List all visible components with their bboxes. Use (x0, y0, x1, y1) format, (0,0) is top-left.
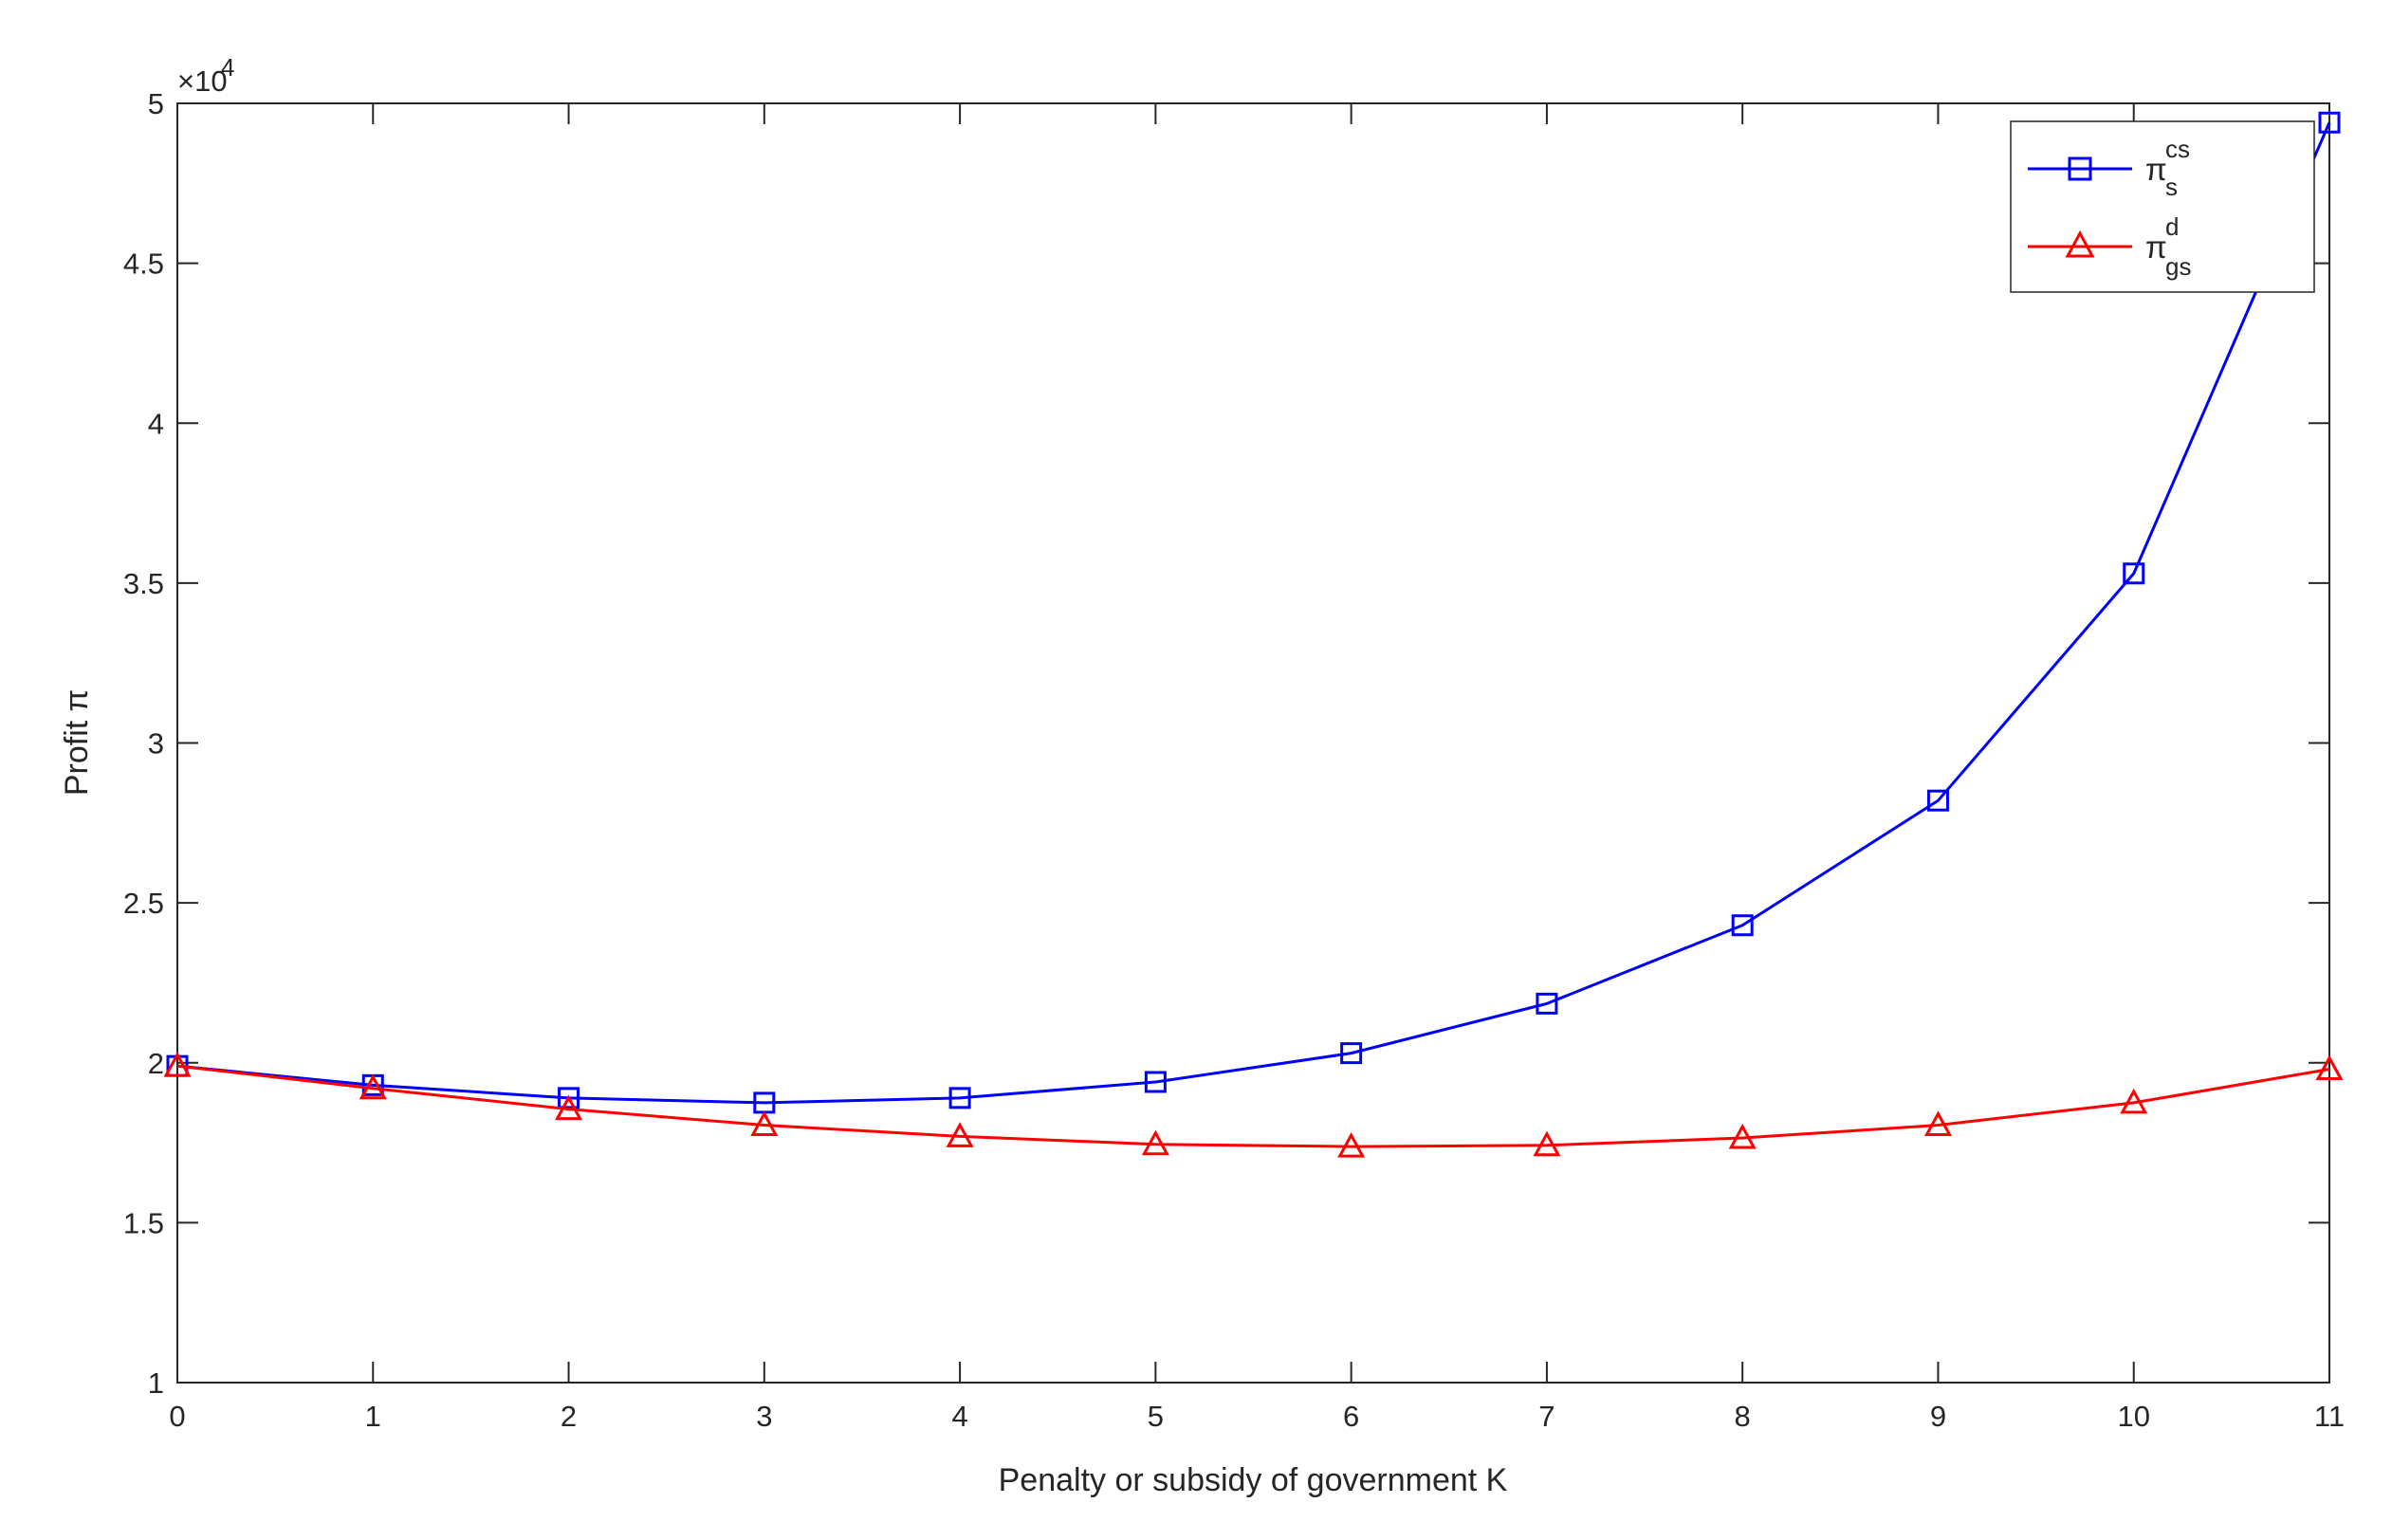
y-tick-labels: 1 1.5 2 2.5 3 3.5 4 4.5 5 (123, 87, 164, 1400)
y-tick-label: 4.5 (123, 248, 164, 281)
series-2 (163, 1051, 2344, 1158)
legend-sub-2: gs (2165, 252, 2191, 281)
y-tick-label: 1 (148, 1366, 164, 1400)
x-tick-label: 9 (1930, 1400, 1946, 1433)
x-tick-label: 11 (2314, 1400, 2345, 1433)
triangle-point (946, 1122, 974, 1147)
legend-label-2: π (2145, 229, 2167, 265)
triangle-point (1728, 1123, 1757, 1149)
triangle-point (1923, 1110, 1952, 1137)
triangle-point (1533, 1130, 1561, 1157)
triangle-point (2315, 1054, 2344, 1080)
triangle-point (2120, 1088, 2148, 1114)
x-tick-label: 2 (561, 1400, 577, 1433)
square-point (2318, 111, 2341, 134)
legend-sup-1: cs (2165, 135, 2190, 163)
square-point (948, 1087, 971, 1109)
x-tick-labels: 0 1 2 3 4 5 6 7 8 9 10 11 (169, 1400, 2345, 1433)
triangle-point (1337, 1131, 1366, 1158)
x-tick-label: 0 (169, 1400, 185, 1433)
x-tick-label: 5 (1148, 1400, 1164, 1433)
y-tick-label: 4 (148, 407, 164, 440)
legend-entry-pi-s-cs: π cs s (2028, 135, 2190, 201)
x-tick-label: 10 (2117, 1400, 2149, 1433)
y-tick-label: 3 (148, 727, 164, 761)
y-tick-label: 3.5 (123, 567, 164, 600)
x-tick-label: 7 (1538, 1400, 1555, 1433)
y-tick-label: 2 (148, 1047, 164, 1080)
square-point (1536, 992, 1558, 1015)
legend-label-1: π (2145, 152, 2167, 187)
square-point (558, 1087, 580, 1109)
axis-ticks (176, 102, 2330, 1384)
legend-triangle-marker (2065, 229, 2095, 258)
y-tick-label: 2.5 (123, 887, 164, 920)
legend: π cs s π d gs (2010, 120, 2315, 293)
y-tick-label: 5 (148, 87, 164, 120)
square-point (2123, 562, 2145, 585)
square-point (1926, 789, 1949, 812)
square-point (1731, 914, 1754, 937)
series-line (176, 121, 2331, 1105)
y-axis-label: Profit π (59, 689, 95, 796)
plot-area (176, 102, 2330, 1384)
x-tick-label: 4 (951, 1400, 967, 1433)
series-1 (166, 111, 2341, 1114)
legend-sup-2: d (2165, 212, 2179, 241)
triangle-point (359, 1073, 387, 1100)
legend-entry-pi-gs-d: π d gs (2028, 212, 2191, 281)
x-tick-label: 8 (1735, 1400, 1751, 1433)
x-tick-label: 1 (365, 1400, 381, 1433)
y-tick-label: 1.5 (123, 1206, 164, 1239)
legend-square-marker (2068, 156, 2092, 181)
x-tick-label: 6 (1343, 1400, 1359, 1433)
svg-text:4: 4 (221, 53, 234, 82)
triangle-point (555, 1094, 583, 1121)
triangle-point (163, 1051, 192, 1077)
legend-box (2010, 120, 2315, 293)
square-point (1144, 1071, 1167, 1093)
triangle-point (1141, 1129, 1169, 1156)
series-layer (163, 111, 2344, 1158)
legend-sub-1: s (2165, 173, 2178, 201)
square-point (1340, 1042, 1363, 1065)
x-tick-label: 3 (756, 1400, 772, 1433)
svg-text:×10: ×10 (177, 64, 228, 98)
x-axis-label: Penalty or subsidy of government K (999, 1462, 1508, 1498)
triangle-point (750, 1110, 779, 1137)
y-exponent-label: ×10 4 (177, 53, 234, 98)
series-line (176, 1064, 2330, 1148)
